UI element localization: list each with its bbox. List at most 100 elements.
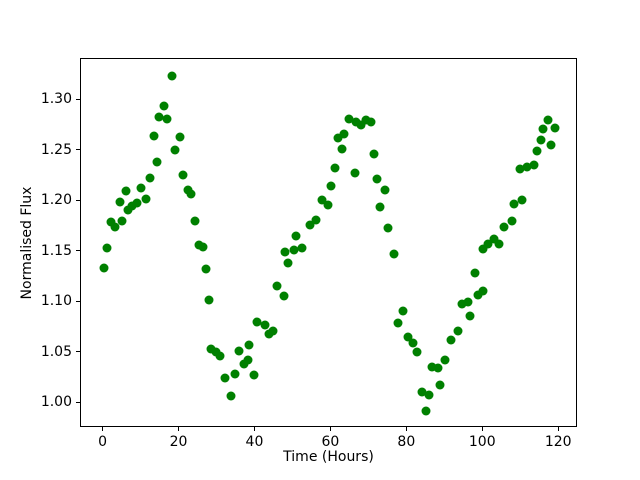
data-point: [117, 216, 127, 226]
data-point: [330, 163, 340, 173]
data-point: [244, 340, 254, 350]
y-tick-label: 1.10: [40, 293, 72, 310]
data-point: [243, 355, 253, 365]
data-point: [433, 363, 443, 373]
x-tick-mark: [481, 427, 483, 431]
data-point: [127, 201, 137, 211]
data-point: [427, 362, 437, 372]
data-point: [272, 281, 282, 291]
data-point: [333, 133, 343, 143]
data-point: [326, 181, 336, 191]
x-tick-label: 20: [169, 434, 188, 450]
data-point: [215, 351, 225, 361]
data-point: [424, 390, 434, 400]
y-tick-mark: [76, 199, 80, 201]
data-point: [522, 162, 532, 172]
data-point: [483, 239, 493, 248]
data-point: [121, 186, 131, 196]
data-point: [453, 326, 463, 336]
data-point: [536, 135, 546, 145]
y-tick-mark: [76, 98, 80, 100]
data-point: [115, 197, 125, 207]
data-point: [226, 391, 236, 401]
data-point: [162, 114, 172, 124]
data-point: [403, 332, 413, 342]
data-point: [380, 185, 390, 195]
data-point: [201, 264, 211, 274]
data-point: [283, 258, 293, 268]
data-point: [110, 222, 120, 232]
x-tick-label: 60: [321, 434, 340, 450]
data-point: [152, 157, 162, 167]
y-tick-mark: [76, 250, 80, 252]
data-point: [339, 129, 349, 139]
y-tick-mark: [76, 149, 80, 151]
data-point: [478, 286, 488, 296]
data-point: [106, 217, 116, 227]
data-point: [356, 120, 366, 130]
data-point: [435, 380, 445, 390]
data-point: [543, 115, 553, 125]
data-point: [268, 326, 278, 336]
y-tick-label: 1.15: [40, 242, 72, 259]
data-point: [102, 243, 112, 253]
data-point: [291, 231, 301, 241]
data-point: [178, 170, 188, 180]
data-point: [417, 387, 427, 397]
x-tick-mark: [178, 427, 180, 431]
data-point: [260, 320, 270, 330]
x-axis-label: Time (Hours): [283, 449, 374, 465]
data-point: [159, 101, 169, 111]
data-point: [167, 71, 177, 81]
data-point: [198, 242, 208, 252]
y-tick-mark: [76, 351, 80, 353]
data-point: [361, 115, 371, 125]
data-point: [372, 174, 382, 184]
data-point: [344, 114, 354, 124]
data-point: [123, 205, 133, 215]
data-point: [141, 194, 151, 204]
x-tick-label: 100: [468, 434, 496, 450]
data-point: [190, 216, 200, 226]
x-tick-label: 120: [544, 434, 572, 450]
data-point: [149, 131, 159, 141]
data-point: [220, 373, 230, 383]
data-point: [289, 245, 299, 255]
data-point: [398, 306, 408, 316]
plot-area: [80, 58, 577, 427]
data-point: [383, 223, 393, 233]
data-point: [252, 317, 262, 327]
data-point: [550, 123, 560, 133]
data-point: [337, 144, 347, 154]
data-point: [473, 290, 483, 300]
data-point: [132, 198, 142, 208]
data-point: [546, 140, 556, 150]
data-point: [280, 247, 290, 257]
data-point: [145, 173, 155, 183]
x-tick-label: 40: [245, 434, 264, 450]
data-point: [463, 297, 473, 307]
data-point: [175, 132, 185, 142]
data-point: [446, 335, 456, 345]
data-point: [239, 359, 249, 369]
y-tick-label: 1.30: [40, 91, 72, 108]
y-tick-mark: [76, 401, 80, 403]
data-point: [470, 268, 480, 278]
data-point: [517, 195, 527, 205]
data-point: [204, 295, 214, 305]
data-point: [351, 117, 361, 127]
data-point: [389, 249, 399, 259]
y-axis-label: Normalised Flux: [19, 186, 35, 299]
data-point: [297, 243, 307, 253]
data-point: [465, 311, 475, 321]
data-point: [529, 160, 539, 170]
data-point: [311, 215, 321, 225]
data-point: [136, 183, 146, 193]
y-tick-label: 1.25: [40, 141, 72, 158]
y-tick-label: 1.05: [40, 343, 72, 360]
y-tick-label: 1.00: [40, 394, 72, 411]
data-point: [350, 168, 360, 178]
data-point: [99, 263, 109, 273]
data-point: [369, 149, 379, 159]
data-point: [507, 216, 517, 226]
